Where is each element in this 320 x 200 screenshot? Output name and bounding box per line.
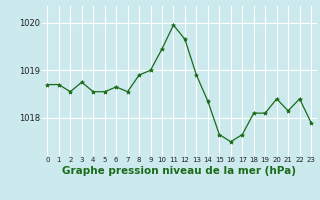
X-axis label: Graphe pression niveau de la mer (hPa): Graphe pression niveau de la mer (hPa) — [62, 166, 296, 176]
